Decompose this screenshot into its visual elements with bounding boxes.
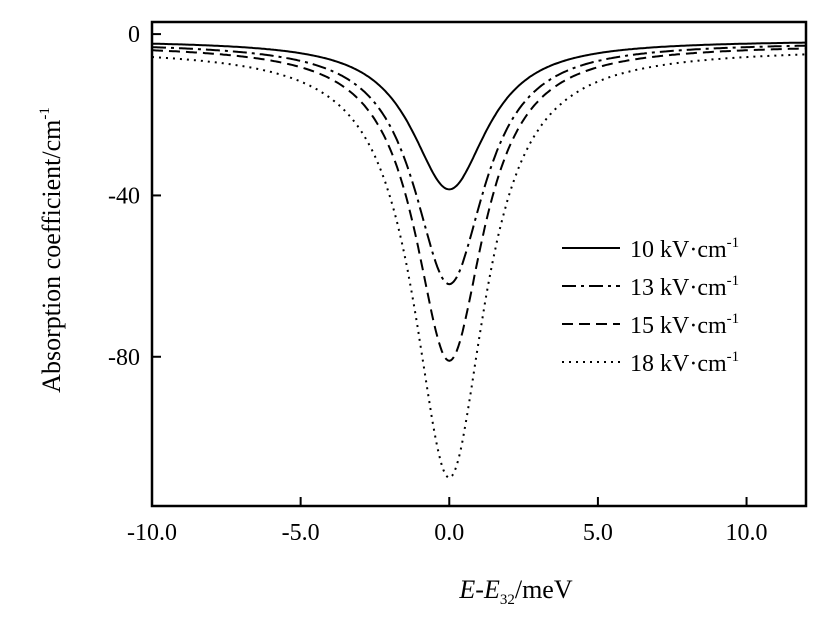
x-tick-label: 10.0 xyxy=(726,520,768,546)
x-tick-label: 5.0 xyxy=(583,520,613,546)
x-tick-label: -10.0 xyxy=(127,520,177,546)
y-axis-label: Absorption coefficient/cm-1 xyxy=(37,107,66,393)
axis-ticks: -10.0 -5.0 0.0 5.0 10.0 0 -40 -80 xyxy=(108,22,768,546)
series-line-2 xyxy=(151,44,807,286)
series-curves xyxy=(151,41,807,479)
legend-label-3: 15 kV·cm-1 xyxy=(630,311,739,339)
x-tick-label: -5.0 xyxy=(282,520,320,546)
plot-frame xyxy=(150,20,808,508)
legend-label-2: 13 kV·cm-1 xyxy=(630,273,739,301)
legend: 10 kV·cm-1 13 kV·cm-1 15 kV·cm-1 18 kV·cm-1 xyxy=(562,235,739,377)
legend-label-1: 10 kV·cm-1 xyxy=(630,235,739,263)
legend-label-4: 18 kV·cm-1 xyxy=(630,349,739,377)
x-axis-label: E-E32/meV xyxy=(458,575,572,608)
y-tick-label: -40 xyxy=(108,183,140,209)
series-line-1 xyxy=(152,41,806,191)
y-tick-label: -80 xyxy=(108,345,140,371)
x-tick-label: 0.0 xyxy=(434,520,464,546)
y-tick-label: 0 xyxy=(128,22,140,48)
series-line-4 xyxy=(152,53,806,479)
series-line-3 xyxy=(152,47,807,362)
